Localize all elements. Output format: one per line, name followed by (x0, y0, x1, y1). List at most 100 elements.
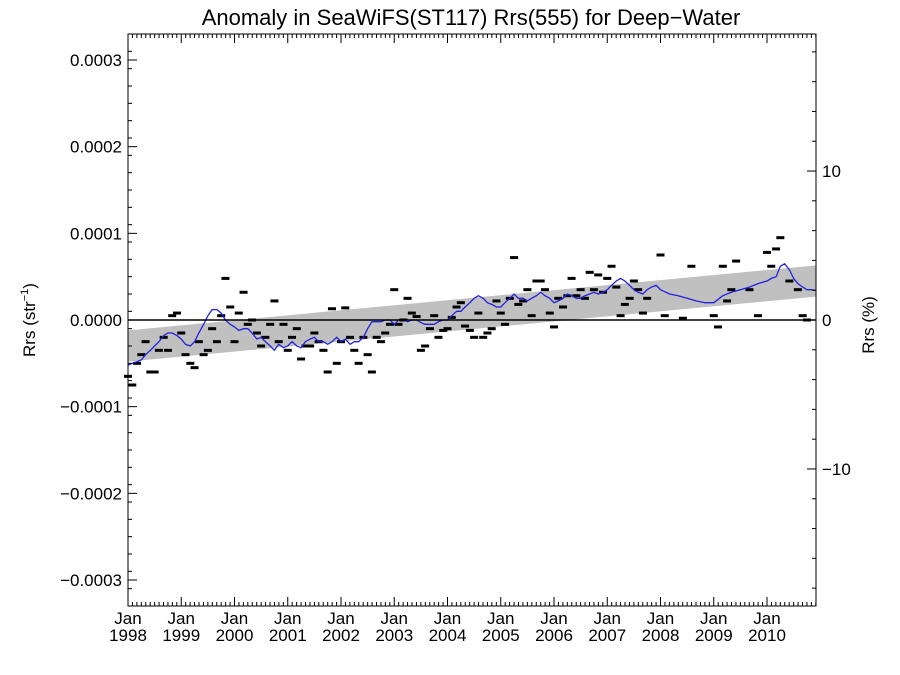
data-marker (407, 311, 416, 315)
y-tick-label: −0.0001 (60, 398, 122, 417)
data-marker (261, 335, 270, 339)
data-marker (465, 328, 474, 332)
data-marker (656, 253, 665, 257)
data-marker (510, 256, 519, 260)
data-marker (603, 276, 612, 280)
data-marker (536, 279, 545, 283)
data-marker (172, 311, 181, 315)
data-marker (279, 322, 288, 326)
data-marker (168, 314, 177, 318)
data-marker (767, 264, 776, 268)
y-tick-label: −0.0003 (60, 571, 122, 590)
data-markers (124, 236, 811, 387)
data-marker (230, 340, 239, 344)
data-marker (341, 306, 350, 310)
data-marker (421, 344, 430, 348)
x-tick-label-month: Jan (221, 609, 248, 628)
x-tick-label-month: Jan (540, 609, 567, 628)
data-marker (306, 344, 315, 348)
x-tick-label-month: Jan (114, 609, 141, 628)
data-marker (439, 328, 448, 332)
data-marker (620, 302, 629, 306)
data-marker (208, 327, 217, 331)
data-marker (678, 316, 687, 320)
x-tick-label-year: 2006 (535, 626, 573, 645)
data-marker (394, 322, 403, 326)
data-marker (793, 288, 802, 292)
data-marker (496, 311, 505, 315)
data-marker (523, 288, 532, 292)
x-tick-label-year: 2003 (375, 626, 413, 645)
data-marker (403, 296, 412, 300)
data-marker (532, 279, 541, 283)
y2-tick-label: 10 (822, 162, 841, 181)
data-marker (580, 296, 589, 300)
x-tick-label-month: Jan (753, 609, 780, 628)
data-marker (128, 383, 137, 387)
data-marker (133, 361, 142, 365)
data-marker (709, 314, 718, 318)
data-marker (323, 370, 332, 374)
data-marker (203, 348, 212, 352)
data-marker (257, 344, 266, 348)
data-marker (607, 264, 616, 268)
data-marker (776, 236, 785, 240)
chart-title: Anomaly in SeaWiFS(ST117) Rrs(555) for D… (202, 5, 741, 30)
data-marker (447, 315, 456, 319)
data-marker (718, 264, 727, 268)
data-marker (616, 314, 625, 318)
x-tick-label-month: Jan (381, 609, 408, 628)
data-marker (519, 299, 528, 303)
data-marker (150, 370, 159, 374)
data-marker (585, 270, 594, 274)
data-marker (470, 335, 479, 339)
data-marker (589, 288, 598, 292)
x-tick-label-year: 2005 (482, 626, 520, 645)
data-marker (723, 299, 732, 303)
data-marker (310, 331, 319, 335)
data-marker (363, 353, 372, 357)
data-marker (381, 331, 390, 335)
data-marker (643, 296, 652, 300)
data-marker (660, 314, 669, 318)
y2-axis-title: Rrs (%) (859, 296, 878, 354)
data-marker (354, 361, 363, 365)
x-tick-label-year: 2001 (269, 626, 307, 645)
data-marker (319, 348, 328, 352)
data-marker (274, 340, 283, 344)
data-marker (763, 250, 772, 254)
data-marker (270, 299, 279, 303)
y-axis-title-superscript: −1 (19, 289, 31, 302)
data-marker (234, 311, 243, 315)
data-marker (714, 325, 723, 329)
data-marker (159, 335, 168, 339)
data-marker (492, 299, 501, 303)
data-marker (163, 348, 172, 352)
y-axis-title-close: ) (20, 283, 39, 289)
data-marker (181, 353, 190, 357)
data-marker (243, 322, 252, 326)
x-tick-label-year: 2009 (695, 626, 733, 645)
data-marker (540, 288, 549, 292)
y-axis-title-text: Rrs (str (20, 301, 39, 357)
x-tick-label-year: 2000 (216, 626, 254, 645)
data-marker (137, 353, 146, 357)
x-tick-label-month: Jan (434, 609, 461, 628)
data-marker (629, 279, 638, 283)
trend-band-layer (128, 265, 816, 362)
data-marker (474, 311, 483, 315)
x-tick-label-month: Jan (700, 609, 727, 628)
x-tick-label-month: Jan (274, 609, 301, 628)
data-marker (550, 325, 559, 329)
data-marker (559, 305, 568, 309)
x-tick-label-year: 2002 (322, 626, 360, 645)
data-marker (612, 285, 621, 289)
data-marker (456, 301, 465, 305)
x-tick-label-year: 2008 (642, 626, 680, 645)
trend-band (128, 265, 816, 362)
data-marker (146, 370, 155, 374)
data-marker (545, 311, 554, 315)
x-tick-label-year: 2004 (429, 626, 467, 645)
data-marker (554, 296, 563, 300)
data-marker (297, 357, 306, 361)
